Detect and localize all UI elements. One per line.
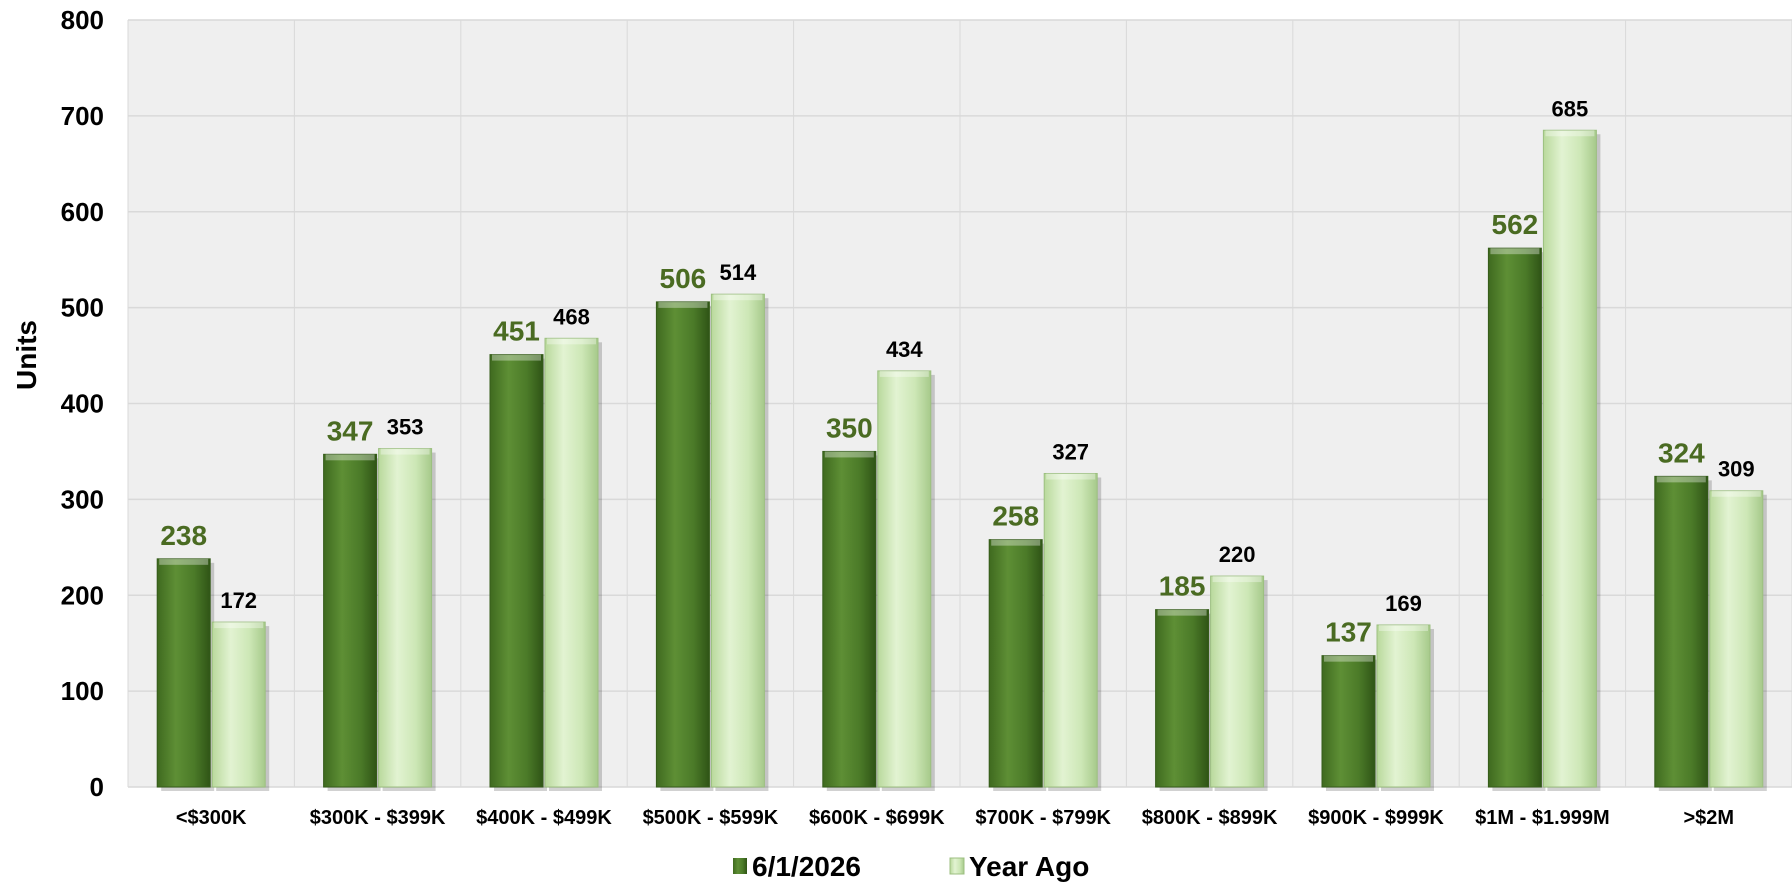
legend-label-previous: Year Ago bbox=[969, 851, 1089, 882]
bar-current-bevel bbox=[1490, 248, 1540, 255]
y-tick-label: 400 bbox=[61, 389, 104, 419]
x-axis: <$300K $300K - $399K $400K - $499K $500K - … bbox=[176, 807, 1734, 829]
bar-current-bevel bbox=[991, 539, 1041, 546]
bar-year-ago bbox=[710, 293, 765, 788]
y-tick-label: 200 bbox=[61, 580, 104, 610]
bar-year-ago bbox=[1709, 490, 1764, 788]
x-tick-label: $400K - $499K bbox=[476, 807, 612, 829]
bar-current-bevel bbox=[325, 454, 375, 461]
data-label-year-ago: 685 bbox=[1552, 96, 1589, 121]
bar-year-ago-bevel bbox=[1212, 576, 1262, 583]
x-tick-label: <$300K bbox=[176, 807, 247, 829]
legend-swatch-previous bbox=[949, 857, 965, 875]
bar-year-ago-bevel bbox=[380, 448, 430, 455]
y-axis-label: Units bbox=[11, 320, 42, 390]
data-label-current: 137 bbox=[1325, 617, 1372, 648]
data-label-current: 347 bbox=[327, 415, 374, 446]
x-tick-label: $900K - $999K bbox=[1308, 807, 1444, 829]
bar-year-ago bbox=[877, 370, 932, 788]
x-tick-label: >$2M bbox=[1684, 807, 1735, 829]
x-tick-label: $300K - $399K bbox=[310, 807, 446, 829]
bar-current-bevel bbox=[1157, 609, 1207, 616]
data-label-year-ago: 514 bbox=[720, 260, 757, 285]
x-tick-label: $600K - $699K bbox=[809, 807, 945, 829]
data-label-current: 238 bbox=[160, 520, 207, 551]
data-label-year-ago: 468 bbox=[553, 304, 590, 329]
bar-current bbox=[489, 354, 544, 788]
bar-year-ago-bevel bbox=[1379, 624, 1428, 631]
y-axis: 0 100 200 300 400 500 600 700 800 bbox=[61, 5, 104, 802]
y-tick-label: 500 bbox=[61, 293, 104, 323]
legend: 6/1/2026 Year Ago bbox=[733, 851, 1089, 882]
bar-year-ago-bevel bbox=[1545, 130, 1595, 137]
bar-current-bevel bbox=[492, 354, 541, 361]
bar-year-ago bbox=[1376, 624, 1431, 788]
bar-year-ago-bevel bbox=[547, 338, 596, 345]
x-tick-label: $700K - $799K bbox=[975, 807, 1111, 829]
bar-current-bevel bbox=[658, 301, 708, 308]
data-label-year-ago: 169 bbox=[1385, 591, 1422, 616]
legend-label-current: 6/1/2026 bbox=[752, 851, 861, 882]
bar-year-ago bbox=[211, 621, 266, 788]
y-tick-label: 0 bbox=[90, 772, 104, 802]
y-tick-label: 600 bbox=[61, 197, 104, 227]
y-tick-label: 100 bbox=[61, 676, 104, 706]
bar-current bbox=[655, 301, 710, 788]
bar-current bbox=[156, 558, 211, 788]
data-labels: 238 172 347 353 451 468 506 514 350 434 258 327 185 2… bbox=[160, 96, 1754, 647]
data-label-year-ago: 353 bbox=[387, 415, 424, 440]
data-label-current: 324 bbox=[1658, 437, 1705, 468]
y-tick-label: 700 bbox=[61, 101, 104, 131]
bar-year-ago-bevel bbox=[1711, 490, 1761, 497]
data-label-current: 258 bbox=[992, 501, 1039, 532]
bar-year-ago-bevel bbox=[214, 622, 264, 629]
bar-current bbox=[1155, 609, 1210, 788]
bar-current bbox=[323, 453, 378, 788]
bar-current bbox=[1321, 655, 1376, 788]
legend-swatch-current bbox=[733, 858, 747, 874]
bar-year-ago bbox=[378, 448, 433, 788]
bar-current bbox=[988, 539, 1043, 788]
bar-year-ago bbox=[544, 337, 599, 788]
data-label-current: 506 bbox=[660, 263, 707, 294]
data-label-current: 562 bbox=[1492, 209, 1539, 240]
bar-current-bevel bbox=[824, 451, 874, 458]
bar-year-ago bbox=[1542, 129, 1597, 788]
bar-year-ago-bevel bbox=[713, 294, 763, 301]
data-label-year-ago: 327 bbox=[1052, 439, 1089, 464]
bar-year-ago-bevel bbox=[879, 370, 929, 377]
bar-current bbox=[822, 450, 877, 788]
bar-current-bevel bbox=[1324, 655, 1373, 662]
bar-year-ago bbox=[1210, 575, 1265, 788]
x-tick-label: $1M - $1.999M bbox=[1475, 807, 1610, 829]
data-label-current: 451 bbox=[493, 316, 540, 347]
y-tick-label: 800 bbox=[61, 5, 104, 35]
bar-current-bevel bbox=[1656, 476, 1706, 483]
data-label-year-ago: 220 bbox=[1219, 542, 1256, 567]
y-tick-label: 300 bbox=[61, 484, 104, 514]
data-label-year-ago: 434 bbox=[886, 337, 923, 362]
data-label-current: 185 bbox=[1159, 571, 1206, 602]
x-tick-label: $500K - $599K bbox=[643, 807, 779, 829]
bar-current-bevel bbox=[159, 558, 209, 565]
bar-current bbox=[1487, 247, 1542, 788]
bar-year-ago bbox=[1043, 472, 1098, 788]
data-label-current: 350 bbox=[826, 412, 873, 443]
data-label-year-ago: 172 bbox=[220, 588, 257, 613]
bar-current bbox=[1654, 475, 1709, 788]
x-tick-label: $800K - $899K bbox=[1142, 807, 1278, 829]
bar-year-ago-bevel bbox=[1046, 473, 1096, 480]
data-label-year-ago: 309 bbox=[1718, 457, 1755, 482]
bars bbox=[156, 129, 1767, 792]
